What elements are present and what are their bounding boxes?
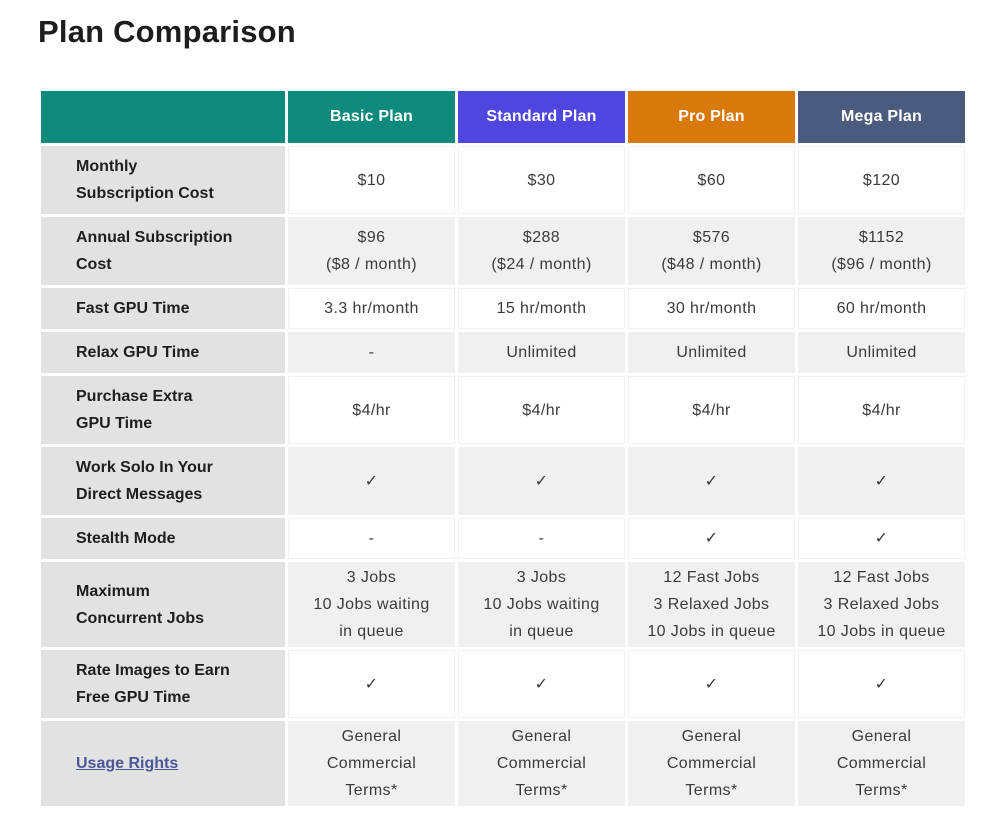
- plan-header-standard-plan: Standard Plan: [458, 91, 625, 143]
- plan-value-cell: ✓: [458, 650, 625, 718]
- plan-value-cell: ✓: [798, 518, 965, 559]
- plan-value-cell: ✓: [628, 447, 795, 515]
- plan-value-cell: $4/hr: [288, 376, 455, 444]
- table-row: Fast GPU Time 3.3 hr/month 15 hr/month 30 h…: [41, 288, 965, 329]
- feature-label: Stealth Mode: [41, 518, 285, 559]
- plan-value-cell: $4/hr: [798, 376, 965, 444]
- table-header: Basic Plan Standard Plan Pro Plan Mega Plan: [41, 91, 965, 143]
- table-row: Relax GPU Time - Unlimited Unlimited Unlimit…: [41, 332, 965, 373]
- plan-comparison-table: Basic Plan Standard Plan Pro Plan Mega Plan…: [38, 88, 968, 809]
- feature-label: Work Solo In Your Direct Messages: [41, 447, 285, 515]
- table-row: Purchase Extra GPU Time $4/hr $4/hr $4/hr $4…: [41, 376, 965, 444]
- plan-header-mega-plan: Mega Plan: [798, 91, 965, 143]
- plan-value-cell: $1152 ($96 / month): [798, 217, 965, 285]
- plan-value-cell: $96 ($8 / month): [288, 217, 455, 285]
- plan-value-cell: $60: [628, 146, 795, 214]
- plan-value-cell: ✓: [458, 447, 625, 515]
- table-row: Maximum Concurrent Jobs 3 Jobs 10 Jobs wa…: [41, 562, 965, 647]
- table-row: Stealth Mode - - ✓ ✓: [41, 518, 965, 559]
- plan-value-cell: $30: [458, 146, 625, 214]
- plan-value-cell: $4/hr: [628, 376, 795, 444]
- plan-value-cell: General Commercial Terms*: [458, 721, 625, 806]
- plan-value-cell: 3.3 hr/month: [288, 288, 455, 329]
- plan-header-pro-plan: Pro Plan: [628, 91, 795, 143]
- feature-label: Purchase Extra GPU Time: [41, 376, 285, 444]
- table-row: Rate Images to Earn Free GPU Time ✓ ✓ ✓ ✓: [41, 650, 965, 718]
- feature-label: Maximum Concurrent Jobs: [41, 562, 285, 647]
- plan-value-cell: -: [458, 518, 625, 559]
- plan-value-cell: ✓: [288, 650, 455, 718]
- plan-value-cell: ✓: [628, 518, 795, 559]
- plan-value-cell: ✓: [288, 447, 455, 515]
- header-row: Basic Plan Standard Plan Pro Plan Mega Plan: [41, 91, 965, 143]
- plan-value-cell: $120: [798, 146, 965, 214]
- page-title: Plan Comparison: [38, 14, 296, 49]
- plan-value-cell: 3 Jobs 10 Jobs waiting in queue: [288, 562, 455, 647]
- table-row: Usage Rights General Commercial Terms* Gen…: [41, 721, 965, 806]
- table-row: Annual Subscription Cost $96 ($8 / month)…: [41, 217, 965, 285]
- plan-value-cell: 12 Fast Jobs 3 Relaxed Jobs 10 Jobs in q…: [628, 562, 795, 647]
- plan-value-cell: 12 Fast Jobs 3 Relaxed Jobs 10 Jobs in q…: [798, 562, 965, 647]
- plan-value-cell: 3 Jobs 10 Jobs waiting in queue: [458, 562, 625, 647]
- plan-value-cell: $10: [288, 146, 455, 214]
- plan-value-cell: $4/hr: [458, 376, 625, 444]
- feature-label: Monthly Subscription Cost: [41, 146, 285, 214]
- plan-value-cell: Unlimited: [628, 332, 795, 373]
- table-row: Monthly Subscription Cost $10 $30 $60 $120: [41, 146, 965, 214]
- plan-value-cell: -: [288, 332, 455, 373]
- plan-value-cell: -: [288, 518, 455, 559]
- plan-value-cell: General Commercial Terms*: [628, 721, 795, 806]
- plan-value-cell: $288 ($24 / month): [458, 217, 625, 285]
- feature-label: Fast GPU Time: [41, 288, 285, 329]
- usage-rights-link[interactable]: Usage Rights: [76, 755, 179, 772]
- feature-label: Annual Subscription Cost: [41, 217, 285, 285]
- plan-header-basic-plan: Basic Plan: [288, 91, 455, 143]
- plan-value-cell: ✓: [798, 650, 965, 718]
- header-corner-cell: [41, 91, 285, 143]
- plan-value-cell: ✓: [628, 650, 795, 718]
- plan-value-cell: 60 hr/month: [798, 288, 965, 329]
- plan-value-cell: General Commercial Terms*: [798, 721, 965, 806]
- plan-value-cell: Unlimited: [458, 332, 625, 373]
- table-body: Monthly Subscription Cost $10 $30 $60 $120 An…: [41, 146, 965, 806]
- plan-value-cell: Unlimited: [798, 332, 965, 373]
- plan-value-cell: 30 hr/month: [628, 288, 795, 329]
- plan-value-cell: General Commercial Terms*: [288, 721, 455, 806]
- plan-value-cell: $576 ($48 / month): [628, 217, 795, 285]
- feature-label: Usage Rights: [41, 721, 285, 806]
- plan-value-cell: 15 hr/month: [458, 288, 625, 329]
- feature-label: Relax GPU Time: [41, 332, 285, 373]
- table-row: Work Solo In Your Direct Messages ✓ ✓ ✓ ✓: [41, 447, 965, 515]
- plan-value-cell: ✓: [798, 447, 965, 515]
- feature-label: Rate Images to Earn Free GPU Time: [41, 650, 285, 718]
